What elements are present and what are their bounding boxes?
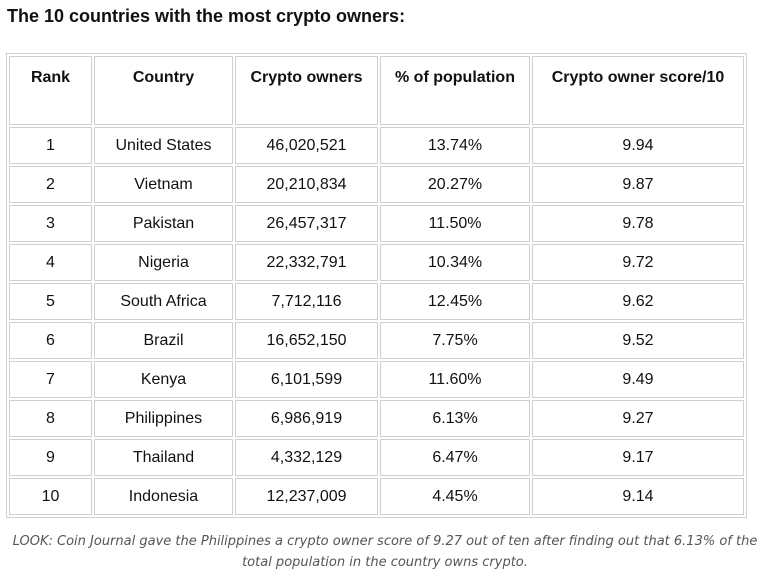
rank-cell: 6 (9, 322, 92, 359)
table-row: 5 South Africa 7,712,116 12.45% 9.62 (9, 283, 744, 320)
country-cell: Indonesia (94, 478, 233, 515)
rank-cell: 2 (9, 166, 92, 203)
rank-cell: 10 (9, 478, 92, 515)
rank-cell: 9 (9, 439, 92, 476)
score-cell: 9.49 (532, 361, 744, 398)
table-row: 6 Brazil 16,652,150 7.75% 9.52 (9, 322, 744, 359)
percent-cell: 20.27% (380, 166, 530, 203)
owners-cell: 26,457,317 (235, 205, 378, 242)
owners-cell: 7,712,116 (235, 283, 378, 320)
country-cell: South Africa (94, 283, 233, 320)
crypto-owners-table: Rank Country Crypto owners % of populati… (6, 53, 747, 518)
header-crypto-owner-score: Crypto owner score/10 (532, 56, 744, 125)
owners-cell: 20,210,834 (235, 166, 378, 203)
image-caption: LOOK: Coin Journal gave the Philippines … (12, 534, 758, 570)
owners-cell: 4,332,129 (235, 439, 378, 476)
score-cell: 9.94 (532, 127, 744, 164)
table-row: 8 Philippines 6,986,919 6.13% 9.27 (9, 400, 744, 437)
table-row: 9 Thailand 4,332,129 6.47% 9.17 (9, 439, 744, 476)
score-cell: 9.14 (532, 478, 744, 515)
rank-cell: 8 (9, 400, 92, 437)
country-cell: Philippines (94, 400, 233, 437)
table-row: 1 United States 46,020,521 13.74% 9.94 (9, 127, 744, 164)
rank-cell: 5 (9, 283, 92, 320)
score-cell: 9.52 (532, 322, 744, 359)
country-cell: United States (94, 127, 233, 164)
score-cell: 9.17 (532, 439, 744, 476)
header-percent-population: % of population (380, 56, 530, 125)
page-title: The 10 countries with the most crypto ow… (7, 6, 406, 26)
percent-cell: 6.13% (380, 400, 530, 437)
country-cell: Vietnam (94, 166, 233, 203)
percent-cell: 13.74% (380, 127, 530, 164)
table-row: 4 Nigeria 22,332,791 10.34% 9.72 (9, 244, 744, 281)
percent-cell: 12.45% (380, 283, 530, 320)
header-crypto-owners: Crypto owners (235, 56, 378, 125)
owners-cell: 22,332,791 (235, 244, 378, 281)
score-cell: 9.72 (532, 244, 744, 281)
rank-cell: 7 (9, 361, 92, 398)
score-cell: 9.87 (532, 166, 744, 203)
country-cell: Nigeria (94, 244, 233, 281)
percent-cell: 11.50% (380, 205, 530, 242)
country-cell: Kenya (94, 361, 233, 398)
owners-cell: 6,986,919 (235, 400, 378, 437)
percent-cell: 11.60% (380, 361, 530, 398)
rank-cell: 1 (9, 127, 92, 164)
percent-cell: 10.34% (380, 244, 530, 281)
table-row: 7 Kenya 6,101,599 11.60% 9.49 (9, 361, 744, 398)
header-country: Country (94, 56, 233, 125)
table-row: 10 Indonesia 12,237,009 4.45% 9.14 (9, 478, 744, 515)
score-cell: 9.62 (532, 283, 744, 320)
percent-cell: 6.47% (380, 439, 530, 476)
country-cell: Thailand (94, 439, 233, 476)
header-rank: Rank (9, 56, 92, 125)
owners-cell: 12,237,009 (235, 478, 378, 515)
owners-cell: 6,101,599 (235, 361, 378, 398)
owners-cell: 46,020,521 (235, 127, 378, 164)
table-row: 2 Vietnam 20,210,834 20.27% 9.87 (9, 166, 744, 203)
score-cell: 9.27 (532, 400, 744, 437)
percent-cell: 4.45% (380, 478, 530, 515)
percent-cell: 7.75% (380, 322, 530, 359)
score-cell: 9.78 (532, 205, 744, 242)
rank-cell: 4 (9, 244, 92, 281)
country-cell: Pakistan (94, 205, 233, 242)
rank-cell: 3 (9, 205, 92, 242)
owners-cell: 16,652,150 (235, 322, 378, 359)
table-header-row: Rank Country Crypto owners % of populati… (9, 56, 744, 125)
country-cell: Brazil (94, 322, 233, 359)
table-row: 3 Pakistan 26,457,317 11.50% 9.78 (9, 205, 744, 242)
